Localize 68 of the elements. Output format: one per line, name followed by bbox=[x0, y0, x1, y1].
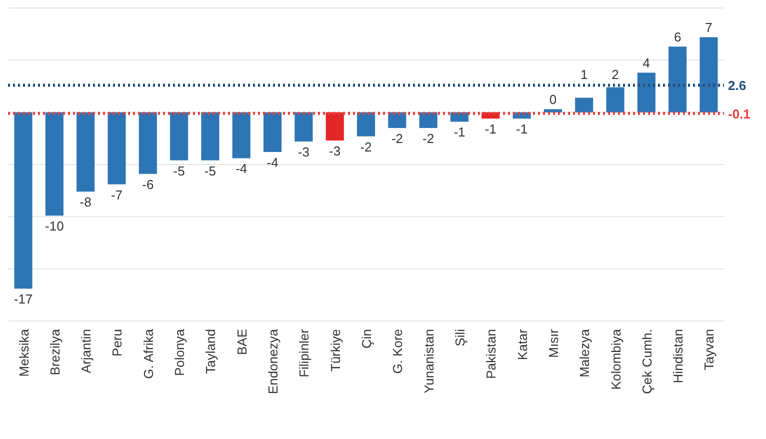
x-tick-label: Tayland bbox=[203, 329, 218, 374]
x-tick-label: Mısır bbox=[546, 328, 561, 358]
data-label: 6 bbox=[674, 30, 682, 45]
data-label: 1 bbox=[580, 67, 588, 82]
bar bbox=[138, 112, 157, 174]
x-tick-label: Filipinler bbox=[296, 328, 312, 378]
data-label: -2 bbox=[422, 130, 434, 146]
x-tick-label: G. Kore bbox=[390, 329, 406, 374]
data-label: -8 bbox=[80, 194, 92, 210]
data-label: -7 bbox=[110, 187, 123, 202]
bar bbox=[263, 112, 282, 152]
bar bbox=[76, 112, 95, 192]
bar bbox=[700, 37, 718, 112]
bar bbox=[419, 112, 438, 128]
bar bbox=[45, 112, 64, 216]
bar bbox=[356, 112, 376, 136]
x-tick-label: Çin bbox=[359, 329, 374, 349]
x-tick-label: BAE bbox=[234, 328, 250, 356]
x-tick-label: Pakistan bbox=[484, 329, 499, 379]
data-label: -4 bbox=[266, 154, 278, 170]
x-tick-label: Tayvan bbox=[702, 329, 717, 370]
data-label: -1 bbox=[516, 122, 528, 137]
data-label: 2 bbox=[612, 67, 619, 82]
x-tick-label: Endonezya bbox=[266, 328, 281, 394]
data-label: 7 bbox=[705, 20, 712, 36]
data-label: -4 bbox=[236, 161, 248, 176]
data-label: -3 bbox=[298, 144, 310, 160]
x-tick-label: Meksika bbox=[16, 328, 32, 377]
bar bbox=[544, 109, 562, 112]
bar bbox=[575, 98, 594, 112]
x-tick-label: Arjantin bbox=[78, 329, 94, 374]
bar bbox=[294, 112, 313, 142]
x-tick-label: Peru bbox=[110, 329, 125, 356]
x-tick-label: Çek Cumh. bbox=[639, 329, 654, 394]
bar bbox=[108, 112, 126, 184]
data-label: -10 bbox=[45, 218, 64, 234]
data-label: -1 bbox=[484, 122, 496, 137]
bar bbox=[326, 112, 344, 141]
data-label: -3 bbox=[329, 144, 341, 159]
data-label: -5 bbox=[204, 163, 216, 178]
data-label: -2 bbox=[360, 139, 372, 154]
data-label: -2 bbox=[391, 130, 403, 146]
x-tick-label: Kolombiya bbox=[608, 328, 624, 390]
x-tick-label: Polonya bbox=[172, 328, 188, 376]
data-label: 4 bbox=[642, 56, 650, 71]
x-tick-label: Türkiye bbox=[328, 329, 343, 372]
x-tick-label: Katar bbox=[514, 328, 530, 360]
ref-line-label: 2.6 bbox=[728, 78, 746, 94]
bar bbox=[14, 112, 32, 289]
data-label: 0 bbox=[549, 92, 557, 108]
x-tick-label: Malezya bbox=[577, 328, 592, 378]
data-label: -17 bbox=[14, 292, 33, 307]
x-tick-label: Yunanistan bbox=[421, 329, 436, 394]
data-label: -6 bbox=[142, 176, 154, 192]
x-tick-label: Brezilya bbox=[47, 328, 62, 376]
bar bbox=[201, 112, 220, 160]
bar bbox=[170, 112, 188, 160]
data-label: -5 bbox=[173, 163, 185, 178]
bar bbox=[637, 72, 656, 112]
ref-line-label: -0.1 bbox=[728, 106, 750, 122]
bar bbox=[668, 46, 687, 112]
bar bbox=[388, 112, 406, 128]
x-tick-label: Şili bbox=[452, 328, 468, 346]
data-label: -1 bbox=[454, 124, 466, 140]
bar bbox=[232, 112, 250, 158]
bar bbox=[606, 87, 624, 112]
x-tick-label: Hindistan bbox=[670, 329, 686, 384]
x-tick-label: G. Afrika bbox=[140, 328, 156, 379]
